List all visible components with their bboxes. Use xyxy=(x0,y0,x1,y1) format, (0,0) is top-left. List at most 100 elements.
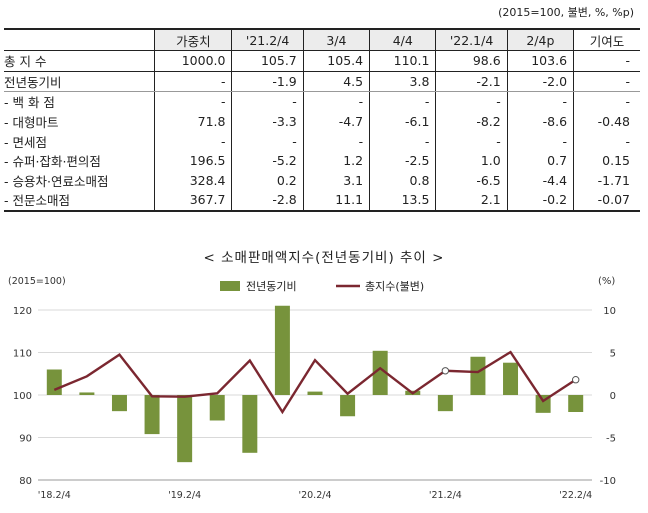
table-cell: - xyxy=(231,91,304,112)
line-marker xyxy=(572,376,580,384)
table-cell: - xyxy=(573,91,640,112)
table-cell: -8.6 xyxy=(506,111,574,132)
table-cell: 4.5 xyxy=(302,71,370,93)
stats-table: 가중치 '21.2/4 3/4 4/4 '22.1/4 2/4p 기여도 총 지… xyxy=(4,28,640,212)
bar-yoy xyxy=(111,395,127,412)
x-tick-label: '22.2/4 xyxy=(559,490,592,501)
table-row: - 전문소매점 367.7 -2.8 11.1 13.5 2.1 -0.2 -0.07 xyxy=(4,190,640,212)
x-tick-label: '21.2/4 xyxy=(429,490,462,501)
table-cell: 0.2 xyxy=(231,170,304,191)
table-cell: 1000.0 xyxy=(154,50,232,72)
right-tick-label: 0 xyxy=(610,391,616,402)
bar-yoy xyxy=(568,395,584,412)
header-cell: 기여도 xyxy=(573,28,640,51)
table-cell: -2.1 xyxy=(435,71,508,93)
table-body: 총 지 수 1000.0 105.7 105.4 110.1 98.6 103.6- 전년동기… xyxy=(4,50,640,212)
table-cell: - xyxy=(573,71,640,93)
row-label: - 대형마트 xyxy=(4,115,59,131)
table-cell: 1.2 xyxy=(302,150,370,171)
table-cell: -2.5 xyxy=(369,150,436,171)
table-cell: 0.7 xyxy=(506,150,574,171)
left-tick-label: 110 xyxy=(13,349,32,360)
left-tick-label: 100 xyxy=(13,391,32,402)
table-cell: -4.7 xyxy=(302,111,370,132)
table-cell: 3.8 xyxy=(369,71,436,93)
line-marker xyxy=(441,367,450,375)
x-tick-label: '18.2/4 xyxy=(38,490,71,501)
table-cell: 13.5 xyxy=(369,190,436,212)
table-cell: - xyxy=(506,91,574,112)
table-cell: 71.8 xyxy=(154,111,232,132)
table-cell: 1.0 xyxy=(435,150,508,171)
table-cell: - xyxy=(154,131,232,151)
legend-label: 전년동기비 xyxy=(246,280,297,293)
chart: 80 90 100 110 120 -10 -5 0 5 10 (2015=100) (%) '18.2… xyxy=(8,276,616,501)
table-cell: 3.1 xyxy=(302,170,370,191)
table-row: - 면세점 - - - - - - - xyxy=(4,131,640,151)
header-cell: 4/4 xyxy=(369,28,436,51)
unit-note: (2015=100, 불변, %, %p) xyxy=(498,6,634,19)
table-cell: -0.48 xyxy=(573,111,640,132)
table-cell: - xyxy=(435,131,508,151)
header-cell: '21.2/4 xyxy=(231,28,304,51)
right-axis-label: (%) xyxy=(598,276,615,287)
table-cell: -0.07 xyxy=(573,190,640,212)
table-cell: -3.3 xyxy=(231,111,304,132)
x-tick-label: '19.2/4 xyxy=(168,490,201,501)
bar-yoy xyxy=(79,392,95,395)
header-cell xyxy=(4,28,155,51)
table-cell: - xyxy=(435,91,508,112)
table-cell: -0.2 xyxy=(506,190,574,212)
table-cell: - xyxy=(369,131,436,151)
bar-yoy xyxy=(307,391,323,395)
bar-yoy xyxy=(46,369,62,395)
left-tick-label: 90 xyxy=(19,434,32,445)
table-cell: -5.2 xyxy=(231,150,304,171)
row-label: - 전문소매점 xyxy=(4,190,155,212)
table-row: - 백 화 점------- xyxy=(4,91,640,112)
table-cell: -2.8 xyxy=(231,190,304,212)
table-cell: 105.4 xyxy=(302,50,370,72)
bar-yoy xyxy=(470,356,486,395)
header-cell: 3/4 xyxy=(302,28,370,51)
bar-yoy xyxy=(503,362,519,395)
bar-yoy xyxy=(372,350,388,395)
table-row: - 대형마트 71.8 -3.3 -4.7 -6.1 -8.2 -8.6 -0.48 xyxy=(4,111,640,132)
row-label: - 면세점 xyxy=(4,134,47,150)
bar-yoy xyxy=(340,395,356,417)
bar-yoy xyxy=(274,305,290,395)
x-tick-label: '20.2/4 xyxy=(298,490,331,501)
table-cell: 98.6 xyxy=(435,50,508,72)
right-tick-label: 5 xyxy=(610,349,616,360)
table-cell: - xyxy=(573,131,640,151)
table-cell: - xyxy=(154,71,232,93)
table-cell: -1.71 xyxy=(573,170,640,191)
header-cell: 2/4p xyxy=(506,28,574,51)
table-cell: -2.0 xyxy=(506,71,574,93)
table-cell: -1.9 xyxy=(231,71,304,93)
right-tick-label: -10 xyxy=(600,476,616,487)
right-tick-label: -5 xyxy=(606,434,616,445)
left-tick-label: 80 xyxy=(19,476,32,487)
table-cell: - xyxy=(506,131,574,151)
bar-yoy xyxy=(177,395,193,463)
legend-label: 총지수(불변) xyxy=(365,280,424,293)
bar-yoy xyxy=(144,395,160,435)
table-cell: 0.8 xyxy=(369,170,436,191)
table-cell: - xyxy=(573,50,640,72)
bar-yoy xyxy=(209,395,225,421)
table-cell: -4.4 xyxy=(506,170,574,191)
table-cell: 196.5 xyxy=(154,150,232,171)
table-cell: 2.1 xyxy=(435,190,508,212)
table-cell: 103.6 xyxy=(506,50,574,72)
right-tick-label: 10 xyxy=(603,306,616,317)
left-axis-label: (2015=100) xyxy=(8,276,66,287)
table-cell: 328.4 xyxy=(154,170,232,191)
table-cell: -6.1 xyxy=(369,111,436,132)
left-tick-label: 120 xyxy=(13,306,32,317)
row-label: - 슈퍼·잡화·편의점 xyxy=(4,154,101,170)
table-cell: 105.7 xyxy=(231,50,304,72)
row-label: - 승용차·연료소매점 xyxy=(4,173,109,189)
row-label: 총 지 수 xyxy=(4,50,155,72)
table-cell: - xyxy=(302,131,370,151)
